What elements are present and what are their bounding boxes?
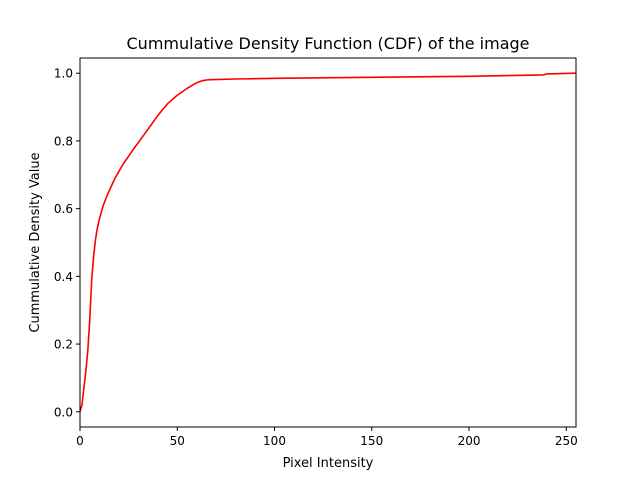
chart-title: Cummulative Density Function (CDF) of th… [127, 34, 530, 53]
y-tick-label: 0.6 [54, 202, 73, 216]
y-tick-label: 1.0 [54, 67, 73, 81]
x-tick-label: 100 [263, 434, 286, 448]
series-layer [79, 72, 577, 412]
y-tick-label: 0.4 [54, 270, 73, 284]
x-tick-label: 200 [458, 434, 481, 448]
y-tick-label: 0.0 [54, 405, 73, 419]
x-tick-label: 150 [360, 434, 383, 448]
x-tick-label: 0 [76, 434, 84, 448]
cdf-line [79, 72, 577, 412]
y-tick-label: 0.2 [54, 338, 73, 352]
plot-area [80, 58, 576, 427]
x-tick-label: 50 [170, 434, 185, 448]
x-axis-label: Pixel Intensity [283, 456, 374, 471]
x-tick-label: 250 [555, 434, 578, 448]
x-axis: 0 50 100 150 200 250 [76, 427, 578, 448]
axes-frame [79, 57, 577, 428]
y-axis-label: Cummulative Density Value [28, 152, 43, 332]
y-axis: 0.0 0.2 0.4 0.6 0.8 1.0 [54, 67, 80, 419]
y-tick-label: 0.8 [54, 134, 73, 148]
